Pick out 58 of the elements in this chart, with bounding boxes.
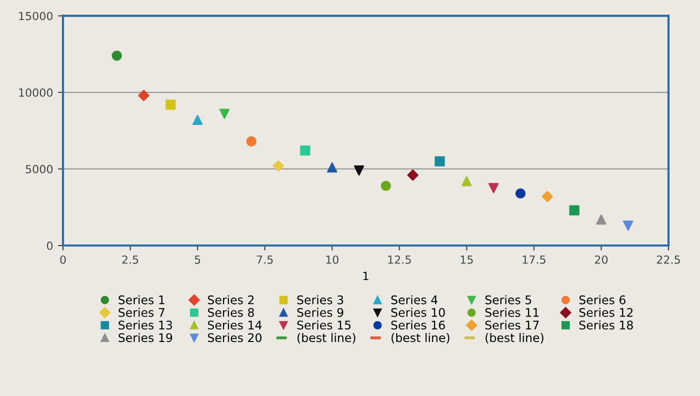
x-tick-label: 12.5 — [388, 255, 411, 264]
legend-label: Series 7 — [118, 308, 164, 317]
point — [354, 165, 364, 176]
point — [569, 205, 580, 216]
legend-label: Series 5 — [485, 295, 532, 304]
x-axis-title: 1 — [363, 272, 368, 280]
point — [434, 156, 445, 166]
legend-label: Series 17 — [485, 320, 539, 330]
legend-label: Series 19 — [118, 333, 172, 342]
point — [272, 160, 284, 172]
point — [623, 220, 634, 231]
legend-label: Series 2 — [208, 295, 254, 304]
legend-label: Series 8 — [208, 308, 254, 317]
legend-label: Series 11 — [485, 308, 539, 317]
point — [138, 90, 150, 102]
point — [488, 183, 499, 194]
point — [246, 136, 256, 146]
x-tick-label: 15 — [460, 256, 473, 264]
y-tick-label: 15000 — [19, 12, 53, 20]
legend-label: Series 3 — [297, 295, 344, 304]
legend-label: Series 16 — [391, 320, 445, 330]
point — [166, 100, 176, 110]
legend-label: Series 12 — [579, 308, 633, 317]
x-tick-label: 5 — [194, 256, 200, 264]
x-tick-label: 0 — [60, 255, 66, 264]
legend-label: Series 6 — [579, 295, 626, 304]
point — [192, 114, 203, 126]
point — [407, 169, 418, 181]
legend-label: (best line) — [298, 333, 356, 344]
point — [300, 146, 310, 156]
y-tick-label: 5000 — [26, 164, 53, 174]
point — [327, 162, 338, 173]
y-tick-label: 10000 — [19, 88, 53, 97]
legend-label: Series 18 — [579, 320, 633, 330]
x-tick-label: 7.5 — [256, 256, 273, 264]
point — [219, 108, 230, 119]
legend-label: Series 13 — [118, 320, 172, 330]
point — [515, 188, 526, 199]
legend-label: Series 4 — [391, 295, 438, 304]
point — [380, 180, 392, 191]
x-tick-label: 20 — [594, 255, 608, 264]
x-tick-label: 10 — [326, 255, 338, 264]
point — [542, 190, 554, 202]
y-tick-label: 0 — [46, 241, 53, 250]
legend-label: Series 9 — [297, 308, 344, 317]
legend-label: Series 20 — [208, 333, 262, 342]
legend-label: Series 1 — [118, 295, 164, 304]
legend-label: Series 14 — [208, 320, 262, 330]
legend-label: (best line) — [392, 333, 450, 344]
x-tick-label: 17.5 — [522, 256, 546, 264]
point — [112, 50, 122, 61]
legend-label: Series 10 — [391, 308, 445, 317]
legend-label: (best line) — [486, 333, 544, 344]
legend-label: Series 15 — [297, 320, 351, 330]
x-tick-label: 2.5 — [122, 255, 138, 264]
x-tick-label: 22.5 — [656, 255, 680, 264]
point — [596, 214, 606, 225]
point — [462, 176, 472, 186]
